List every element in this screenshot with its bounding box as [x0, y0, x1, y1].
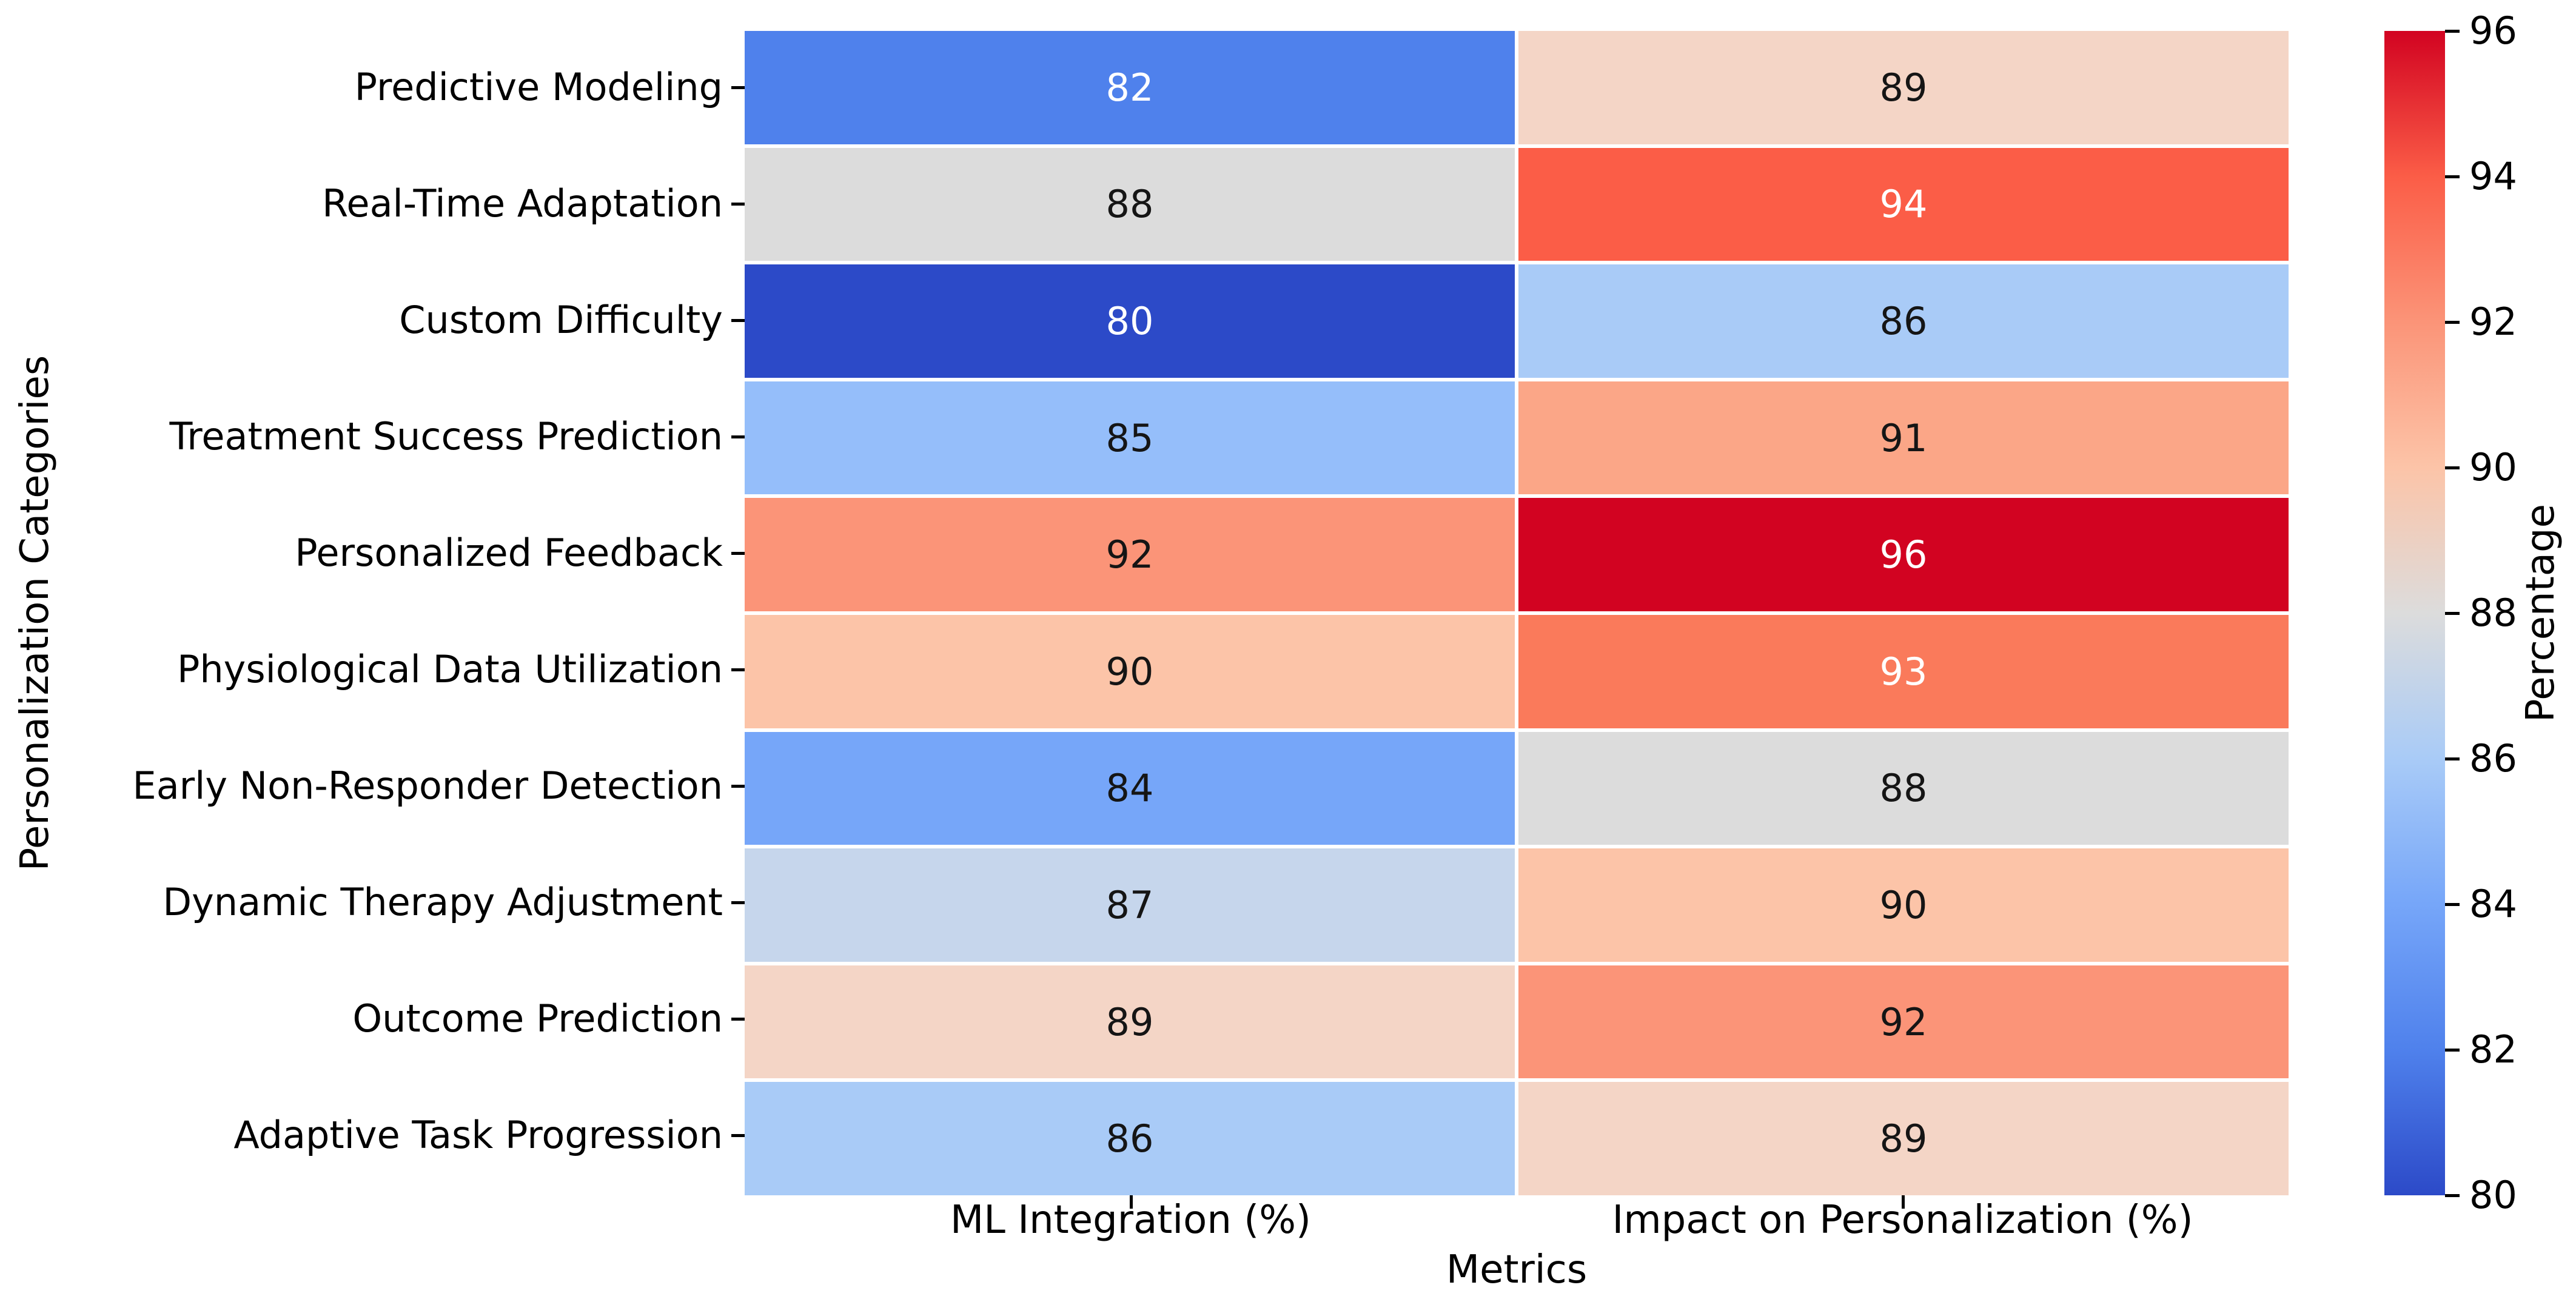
colorbar-tick-mark	[2445, 903, 2460, 906]
heatmap-cell: 87	[745, 848, 1515, 962]
colorbar-tick-mark	[2445, 612, 2460, 615]
heatmap-cell: 90	[745, 615, 1515, 728]
colorbar-tick-label: 80	[2469, 1173, 2517, 1217]
y-tick-mark	[731, 552, 745, 555]
y-tick-mark	[731, 901, 745, 904]
y-tick-label: Custom Difficulty	[399, 298, 723, 342]
heatmap-cell: 84	[745, 731, 1515, 845]
colorbar-tick-label: 92	[2469, 300, 2517, 344]
heatmap-cell: 80	[745, 264, 1515, 378]
y-tick-mark	[731, 203, 745, 206]
heatmap-cell: 86	[745, 1082, 1515, 1195]
colorbar-tick-mark	[2445, 175, 2460, 178]
colorbar-tick-label: 94	[2469, 154, 2517, 198]
colorbar-tick-mark	[2445, 321, 2460, 324]
heatmap-cell: 96	[1518, 498, 2289, 611]
y-tick-label: Predictive Modeling	[354, 65, 723, 109]
colorbar-tick-label: 84	[2469, 882, 2517, 926]
colorbar-tick-label: 90	[2469, 445, 2517, 489]
x-axis-title: Metrics	[1446, 1247, 1588, 1292]
y-tick-mark	[731, 668, 745, 671]
x-tick-mark	[1901, 1195, 1905, 1209]
heatmap-cell: 91	[1518, 381, 2289, 495]
heatmap-cell: 94	[1518, 147, 2289, 261]
y-tick-mark	[731, 319, 745, 322]
y-tick-label: Early Non-Responder Detection	[132, 764, 723, 808]
y-tick-label: Outcome Prediction	[352, 996, 723, 1041]
heatmap-cell: 82	[745, 31, 1515, 144]
heatmap-cell: 93	[1518, 615, 2289, 728]
heatmap-cell: 88	[1518, 731, 2289, 845]
heatmap-cell: 90	[1518, 848, 2289, 962]
y-tick-mark	[731, 435, 745, 438]
colorbar-tick-label: 88	[2469, 591, 2517, 635]
colorbar-tick-label: 86	[2469, 736, 2517, 780]
colorbar-tick-mark	[2445, 757, 2460, 760]
colorbar-tick-mark	[2445, 1194, 2460, 1197]
heatmap-cell: 89	[745, 965, 1515, 1079]
x-tick-mark	[1129, 1195, 1133, 1209]
heatmap-cell: 86	[1518, 264, 2289, 378]
y-tick-label: Real-Time Adaptation	[322, 181, 723, 226]
colorbar-tick-mark	[2445, 466, 2460, 469]
colorbar-gradient	[2384, 31, 2445, 1195]
colorbar-tick-mark	[2445, 1049, 2460, 1052]
heatmap-cell: 92	[1518, 965, 2289, 1079]
heatmap-cell: 89	[1518, 1082, 2289, 1195]
y-tick-label: Dynamic Therapy Adjustment	[163, 880, 723, 924]
colorbar-title: Percentage	[2518, 503, 2563, 723]
heatmap-cell: 89	[1518, 31, 2289, 144]
heatmap-cell: 92	[745, 498, 1515, 611]
colorbar-tick-label: 82	[2469, 1027, 2517, 1072]
colorbar-tick-mark	[2445, 30, 2460, 33]
y-tick-label: Adaptive Task Progression	[233, 1113, 723, 1157]
colorbar-tick-label: 96	[2469, 8, 2517, 53]
heatmap-cell: 88	[745, 147, 1515, 261]
y-tick-label: Personalized Feedback	[295, 531, 723, 575]
y-tick-mark	[731, 1018, 745, 1021]
y-tick-mark	[731, 86, 745, 89]
y-tick-label: Physiological Data Utilization	[177, 647, 723, 691]
y-tick-mark	[731, 1134, 745, 1137]
y-tick-label: Treatment Success Prediction	[169, 414, 723, 458]
heatmap-grid: 82 89 88 94 80 86 85 91 92 96 90 93 84 88 87 90 89 92 86 89	[745, 31, 2289, 1195]
heatmap-cell: 85	[745, 381, 1515, 495]
y-tick-mark	[731, 785, 745, 788]
